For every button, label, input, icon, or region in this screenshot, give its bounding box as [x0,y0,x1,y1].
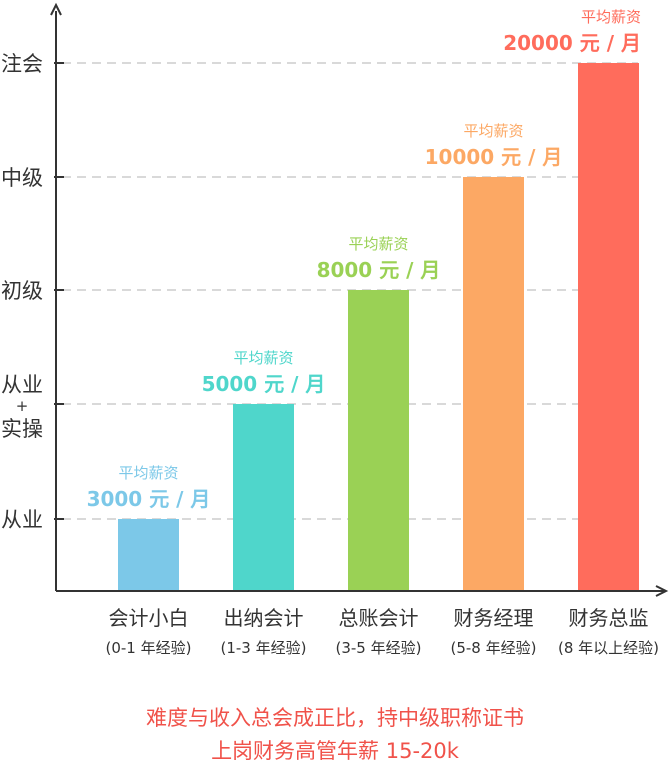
category-label-3: 财务经理 [454,606,534,630]
bar-4 [578,63,639,591]
bar-2 [348,290,409,591]
salary-caption-2: 平均薪资 [348,235,408,253]
y-level-label-1: 从业+实操 [1,373,43,441]
y-level-label-0: 从业 [1,508,43,532]
footer-line-2: 上岗财务高管年薪 15-20k [211,739,459,763]
category-label-4: 财务总监 [569,606,649,630]
category-note-2: (3-5 年经验) [336,639,422,657]
category-label-0: 会计小白 [109,606,189,630]
category-label-1: 出纳会计 [224,606,304,630]
salary-caption-4: 平均薪资 [581,8,641,26]
x-axis-arrow [655,585,669,597]
salary-value-1: 5000 元 / 月 [202,372,326,396]
category-note-0: (0-1 年经验) [106,639,192,657]
salary-caption-3: 平均薪资 [463,122,523,140]
salary-caption-1: 平均薪资 [233,349,293,367]
category-note-1: (1-3 年经验) [221,639,307,657]
salary-value-2: 8000 元 / 月 [317,258,441,282]
bar-1 [233,404,294,591]
category-note-4: (8 年以上经验) [558,639,659,657]
y-level-label-4: 注会 [1,52,43,76]
y-level-label-2: 初级 [1,279,43,303]
salary-value-0: 3000 元 / 月 [87,487,211,511]
bar-0 [118,519,179,591]
salary-value-4: 20000 元 / 月 [503,31,641,55]
y-axis-arrow [50,2,62,16]
category-note-3: (5-8 年经验) [451,639,537,657]
bar-3 [463,177,524,591]
y-level-label-3: 中级 [1,166,43,190]
salary-value-3: 10000 元 / 月 [425,145,563,169]
salary-caption-0: 平均薪资 [118,464,178,482]
category-label-2: 总账会计 [339,606,419,630]
footer-line-1: 难度与收入总会成正比，持中级职称证书 [146,706,524,730]
